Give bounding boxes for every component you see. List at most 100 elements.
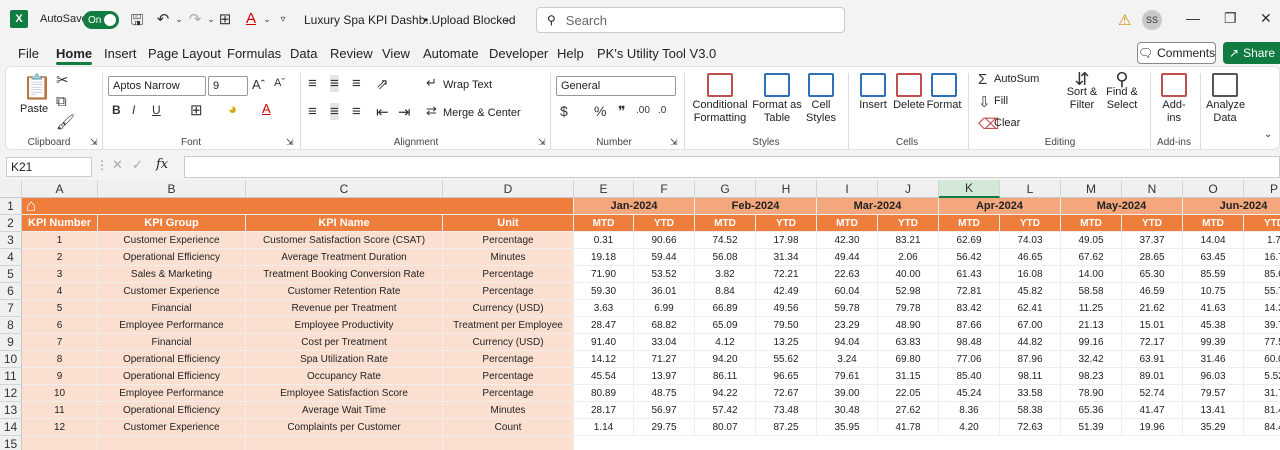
column-header-h[interactable]: H bbox=[756, 180, 817, 198]
value-cell[interactable]: 85.59 bbox=[1183, 266, 1244, 283]
kpi-number-cell[interactable]: 4 bbox=[22, 283, 98, 300]
delete-cells-button[interactable]: Delete bbox=[892, 73, 926, 112]
font-color-icon[interactable]: A bbox=[262, 101, 271, 116]
fill-color-icon[interactable]: ◕ bbox=[228, 101, 238, 118]
value-cell[interactable]: 79.61 bbox=[817, 368, 878, 385]
value-cell[interactable]: 60.0 bbox=[1244, 351, 1280, 368]
tab-help[interactable]: Help bbox=[557, 46, 584, 61]
decrease-decimal-icon[interactable]: .0 bbox=[658, 105, 667, 116]
row-header-6[interactable]: 6 bbox=[0, 283, 22, 300]
value-cell[interactable]: 41.63 bbox=[1183, 300, 1244, 317]
value-cell[interactable]: 49.05 bbox=[1061, 232, 1122, 249]
clear-button[interactable]: Clear bbox=[994, 117, 1021, 129]
increase-decimal-icon[interactable]: .00 bbox=[636, 105, 650, 116]
value-cell[interactable]: 2.06 bbox=[878, 249, 939, 266]
kpi-name-cell[interactable]: Customer Satisfaction Score (CSAT) bbox=[246, 232, 443, 249]
insert-cells-button[interactable]: Insert bbox=[856, 73, 890, 112]
value-cell[interactable]: 13.97 bbox=[634, 368, 695, 385]
column-header-i[interactable]: I bbox=[817, 180, 878, 198]
row-header-7[interactable]: 7 bbox=[0, 300, 22, 317]
addins-button[interactable]: Add-ins bbox=[1156, 73, 1192, 125]
decrease-font-icon[interactable]: Aˇ bbox=[274, 77, 285, 89]
italic-icon[interactable]: I bbox=[132, 103, 136, 117]
kpi-number-cell[interactable]: 7 bbox=[22, 334, 98, 351]
increase-font-icon[interactable]: Aˆ bbox=[252, 77, 265, 92]
value-cell[interactable]: 74.52 bbox=[695, 232, 756, 249]
value-cell[interactable]: 3.63 bbox=[574, 300, 634, 317]
value-cell[interactable]: 61.43 bbox=[939, 266, 1000, 283]
value-cell[interactable]: 86.11 bbox=[695, 368, 756, 385]
column-header-p[interactable]: P bbox=[1244, 180, 1280, 198]
name-box[interactable]: K21 bbox=[6, 157, 92, 177]
wrap-text-icon[interactable]: ↵ bbox=[426, 75, 437, 90]
tab-file[interactable]: File bbox=[18, 46, 39, 61]
row-header-13[interactable]: 13 bbox=[0, 402, 22, 419]
find-select-button[interactable]: ⚲ Find & Select bbox=[1102, 70, 1142, 112]
kpi-group-cell[interactable]: Customer Experience bbox=[98, 232, 246, 249]
value-cell[interactable]: 71.90 bbox=[574, 266, 634, 283]
value-cell[interactable]: 68.82 bbox=[634, 317, 695, 334]
formula-input[interactable] bbox=[184, 156, 1280, 178]
align-bottom-icon[interactable]: ≡ bbox=[352, 75, 361, 92]
kpi-name-cell[interactable]: Treatment Booking Conversion Rate bbox=[246, 266, 443, 283]
value-cell[interactable]: 79.57 bbox=[1183, 385, 1244, 402]
kpi-number-cell[interactable]: 9 bbox=[22, 368, 98, 385]
share-button[interactable]: ↗ Share bbox=[1223, 42, 1280, 64]
undo-icon[interactable]: ↶ bbox=[156, 11, 170, 28]
kpi-number-cell[interactable]: 8 bbox=[22, 351, 98, 368]
value-cell[interactable]: 31.7 bbox=[1244, 385, 1280, 402]
orientation-icon[interactable]: ⇗ bbox=[376, 76, 389, 93]
value-cell[interactable]: 67.00 bbox=[1000, 317, 1061, 334]
column-header-j[interactable]: J bbox=[878, 180, 939, 198]
value-cell[interactable]: 39.00 bbox=[817, 385, 878, 402]
value-cell[interactable]: 8.84 bbox=[695, 283, 756, 300]
value-cell[interactable]: 10.75 bbox=[1183, 283, 1244, 300]
row-header-2[interactable]: 2 bbox=[0, 215, 22, 232]
unit-cell[interactable]: Percentage bbox=[443, 368, 574, 385]
value-cell[interactable]: 21.13 bbox=[1061, 317, 1122, 334]
empty-cell[interactable] bbox=[22, 436, 98, 450]
tab-review[interactable]: Review bbox=[330, 46, 373, 61]
column-header-d[interactable]: D bbox=[443, 180, 574, 198]
more-options-icon[interactable]: ⋮ bbox=[96, 158, 108, 172]
sort-filter-button[interactable]: ⇵ Sort & Filter bbox=[1064, 70, 1100, 112]
clear-icon[interactable]: ⌫ bbox=[978, 116, 1000, 133]
spreadsheet-grid[interactable]: A B C D E F G H I J K L M N O P 1 2 3 4 5 6 7 8 9 10 11 12 13 14 15 ⌂ Ja… bbox=[0, 180, 1280, 450]
collapse-ribbon-icon[interactable]: ⌄ bbox=[1264, 129, 1273, 140]
empty-cell[interactable] bbox=[98, 436, 246, 450]
tab-data[interactable]: Data bbox=[290, 46, 318, 61]
value-cell[interactable]: 72.67 bbox=[756, 385, 817, 402]
comma-style-icon[interactable]: ❞ bbox=[618, 103, 626, 119]
value-cell[interactable]: 59.78 bbox=[817, 300, 878, 317]
clipboard-launcher-icon[interactable]: ⇲ bbox=[90, 137, 98, 147]
column-header-c[interactable]: C bbox=[246, 180, 443, 198]
value-cell[interactable]: 3.82 bbox=[695, 266, 756, 283]
number-launcher-icon[interactable]: ⇲ bbox=[670, 137, 678, 147]
value-cell[interactable]: 98.48 bbox=[939, 334, 1000, 351]
value-cell[interactable]: 65.09 bbox=[695, 317, 756, 334]
percent-icon[interactable]: % bbox=[594, 103, 607, 119]
column-header-g[interactable]: G bbox=[695, 180, 756, 198]
insert-function-icon[interactable]: fx bbox=[156, 157, 169, 172]
column-header-m[interactable]: M bbox=[1061, 180, 1122, 198]
value-cell[interactable]: 28.65 bbox=[1122, 249, 1183, 266]
kpi-group-cell[interactable]: Operational Efficiency bbox=[98, 402, 246, 419]
row-header-1[interactable]: 1 bbox=[0, 198, 22, 215]
value-cell[interactable]: 65.30 bbox=[1122, 266, 1183, 283]
value-cell[interactable]: 16.08 bbox=[1000, 266, 1061, 283]
value-cell[interactable]: 85.6 bbox=[1244, 266, 1280, 283]
kpi-name-cell[interactable]: Cost per Treatment bbox=[246, 334, 443, 351]
value-cell[interactable]: 31.46 bbox=[1183, 351, 1244, 368]
kpi-group-cell[interactable]: Employee Performance bbox=[98, 385, 246, 402]
status-dropdown-icon[interactable]: ⌄ bbox=[502, 14, 512, 25]
value-cell[interactable]: 3.24 bbox=[817, 351, 878, 368]
kpi-name-cell[interactable]: Occupancy Rate bbox=[246, 368, 443, 385]
value-cell[interactable]: 35.95 bbox=[817, 419, 878, 436]
value-cell[interactable]: 98.11 bbox=[1000, 368, 1061, 385]
merge-center-icon[interactable]: ⇄ bbox=[426, 103, 437, 118]
kpi-number-cell[interactable]: 1 bbox=[22, 232, 98, 249]
value-cell[interactable]: 87.25 bbox=[756, 419, 817, 436]
value-cell[interactable]: 49.44 bbox=[817, 249, 878, 266]
kpi-number-cell[interactable]: 3 bbox=[22, 266, 98, 283]
font-size-select[interactable]: 9 bbox=[208, 76, 248, 96]
